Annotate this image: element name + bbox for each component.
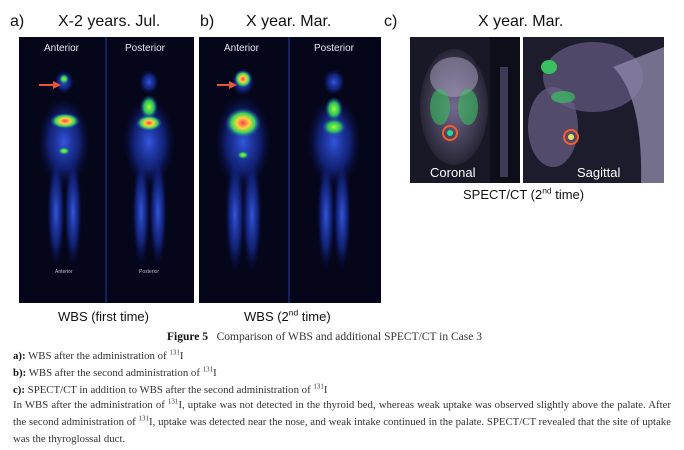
spect-sagittal-label: Sagittal — [577, 165, 621, 180]
panel-a-letter: a) — [10, 13, 25, 30]
wbs-first-posterior-label: Posterior — [125, 43, 166, 54]
wbs-second-anterior-label: Anterior — [224, 43, 260, 54]
wbs-first-anterior-label: Anterior — [44, 43, 80, 54]
note-c: c): SPECT/CT in addition to WBS after th… — [13, 382, 328, 396]
wbs-second-caption: WBS (2nd time) — [244, 307, 331, 324]
caption-paragraph: In WBS after the administration of 131I,… — [13, 397, 671, 445]
arrow-icon — [217, 81, 237, 89]
wbs-first-caption: WBS (first time) — [58, 309, 149, 324]
note-a: a): WBS after the administration of 131I — [13, 348, 184, 362]
panel-c-letter: c) — [384, 13, 398, 30]
panel-a-date: X-2 years. Jul. — [58, 13, 161, 30]
figure-title: Comparison of WBS and additional SPECT/C… — [216, 331, 482, 343]
panel-b-date: X year. Mar. — [246, 13, 332, 30]
note-b: b): WBS after the second administration … — [13, 365, 217, 379]
wbs-first-image: Anterior Posterior Anterior Posterior — [19, 37, 194, 303]
wbs-second-image: Anterior Posterior — [199, 37, 381, 303]
figure-caption: Figure 5 Comparison of WBS and additiona… — [167, 331, 482, 343]
panel-c-date: X year. Mar. — [478, 13, 564, 30]
wbs-first-posterior-bottom-label: Posterior — [139, 269, 160, 275]
wbs-first-anterior-bottom-label: Anterior — [55, 269, 73, 275]
spect-caption: SPECT/CT (2nd time) — [463, 185, 585, 202]
arrow-icon — [39, 81, 61, 89]
spect-sagittal-image: Sagittal — [523, 37, 664, 183]
wbs-second-posterior-label: Posterior — [314, 43, 355, 54]
spect-coronal-label: Coronal — [430, 165, 476, 180]
panel-b-letter: b) — [200, 13, 215, 30]
spect-coronal-image: Coronal — [410, 37, 520, 183]
figure-label: Figure 5 — [167, 331, 208, 343]
